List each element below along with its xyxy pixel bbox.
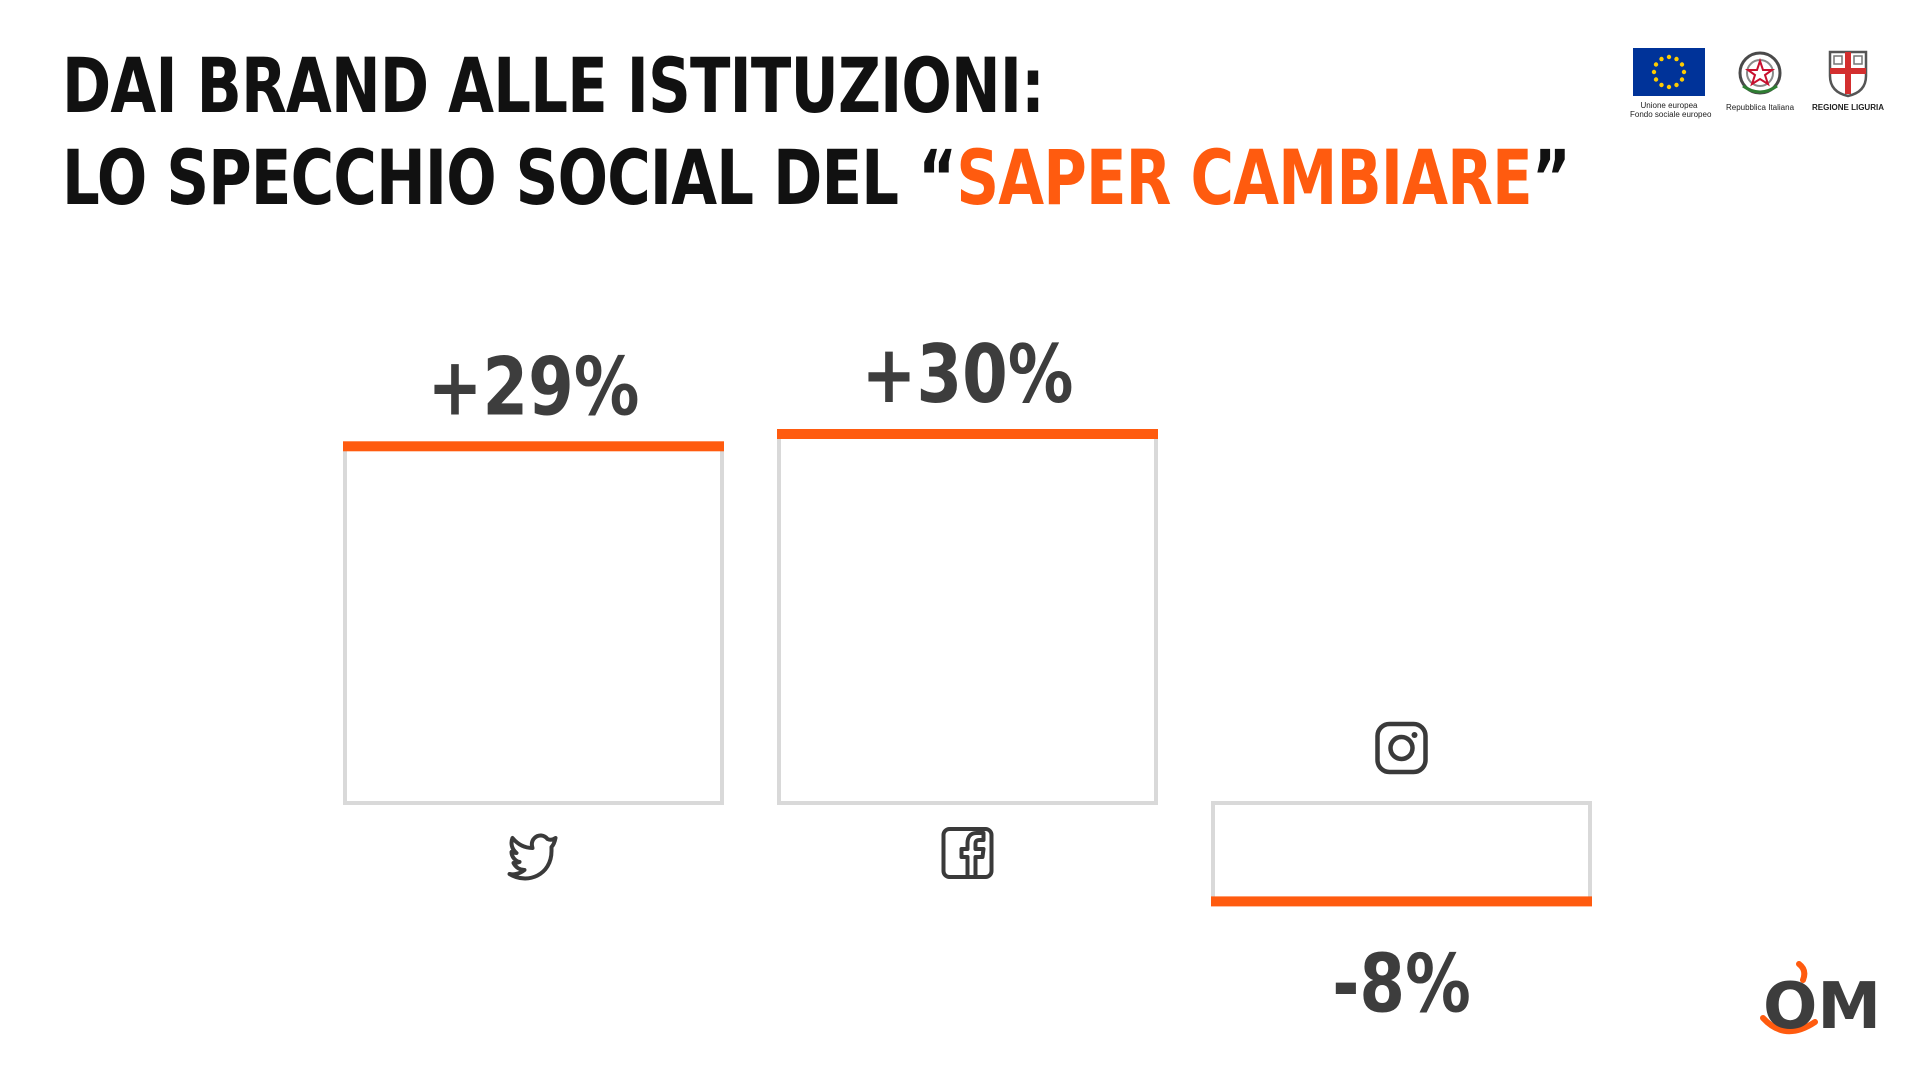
om-logo-mark: OM <box>1760 961 1881 1044</box>
eu-star <box>1679 77 1685 82</box>
eu-star <box>1653 62 1659 67</box>
bar-value-label: +29% <box>428 341 640 434</box>
bar-twitter <box>343 444 724 805</box>
eu-star <box>1679 62 1685 67</box>
title-accent: SAPER CAMBIARE <box>956 133 1532 222</box>
bar-value-label: -8% <box>1332 938 1471 1031</box>
eu-star <box>1666 54 1672 60</box>
eu-star <box>1666 84 1672 90</box>
title-line-2-prefix: LO SPECCHIO SOCIAL DEL “ <box>62 133 957 222</box>
partner-logos: Unione europea Fondo sociale europeo Rep… <box>1630 48 1885 128</box>
eu-caption-1: Unione europea <box>1640 101 1698 110</box>
bar-instagram <box>1211 801 1592 904</box>
twitter-icon <box>507 833 558 881</box>
eu-flag-icon <box>1633 48 1705 96</box>
bar-value-label: +30% <box>862 329 1074 422</box>
eu-star <box>1659 56 1664 62</box>
eu-star <box>1674 82 1679 88</box>
bar-accent-line <box>1211 896 1592 907</box>
eu-star <box>1651 69 1657 75</box>
om-logo-text: OM <box>1763 970 1881 1040</box>
eu-star <box>1674 56 1679 62</box>
liguria-caption: REGIONE LIGURIA <box>1811 103 1884 112</box>
liguria-shield-icon <box>1828 50 1868 98</box>
bar-accent-line <box>343 441 724 452</box>
eu-star <box>1659 82 1664 88</box>
title-line-2: LO SPECCHIO SOCIAL DEL “SAPER CAMBIARE” <box>62 132 1571 224</box>
eu-caption-2: Fondo sociale europeo <box>1630 110 1712 119</box>
eu-star <box>1653 77 1659 82</box>
instagram-icon <box>1375 721 1428 775</box>
page-title: DAI BRAND ALLE ISTITUZIONI: LO SPECCHIO … <box>62 40 1571 224</box>
title-line-1: DAI BRAND ALLE ISTITUZIONI: <box>62 41 1045 130</box>
title-line-2-suffix: ” <box>1531 133 1571 222</box>
liguria-logo: REGIONE LIGURIA <box>1810 48 1886 112</box>
italy-logo: Repubblica Italiana <box>1722 48 1798 112</box>
eu-star <box>1681 69 1687 75</box>
bar-facebook <box>777 432 1158 805</box>
bar-accent-line <box>777 429 1158 439</box>
om-logo: OM <box>1755 960 1885 1044</box>
italy-caption: Repubblica Italiana <box>1725 103 1795 112</box>
italy-emblem-icon <box>1738 51 1782 95</box>
eu-logo: Unione europea Fondo sociale europeo <box>1630 48 1712 119</box>
facebook-icon <box>941 827 994 879</box>
